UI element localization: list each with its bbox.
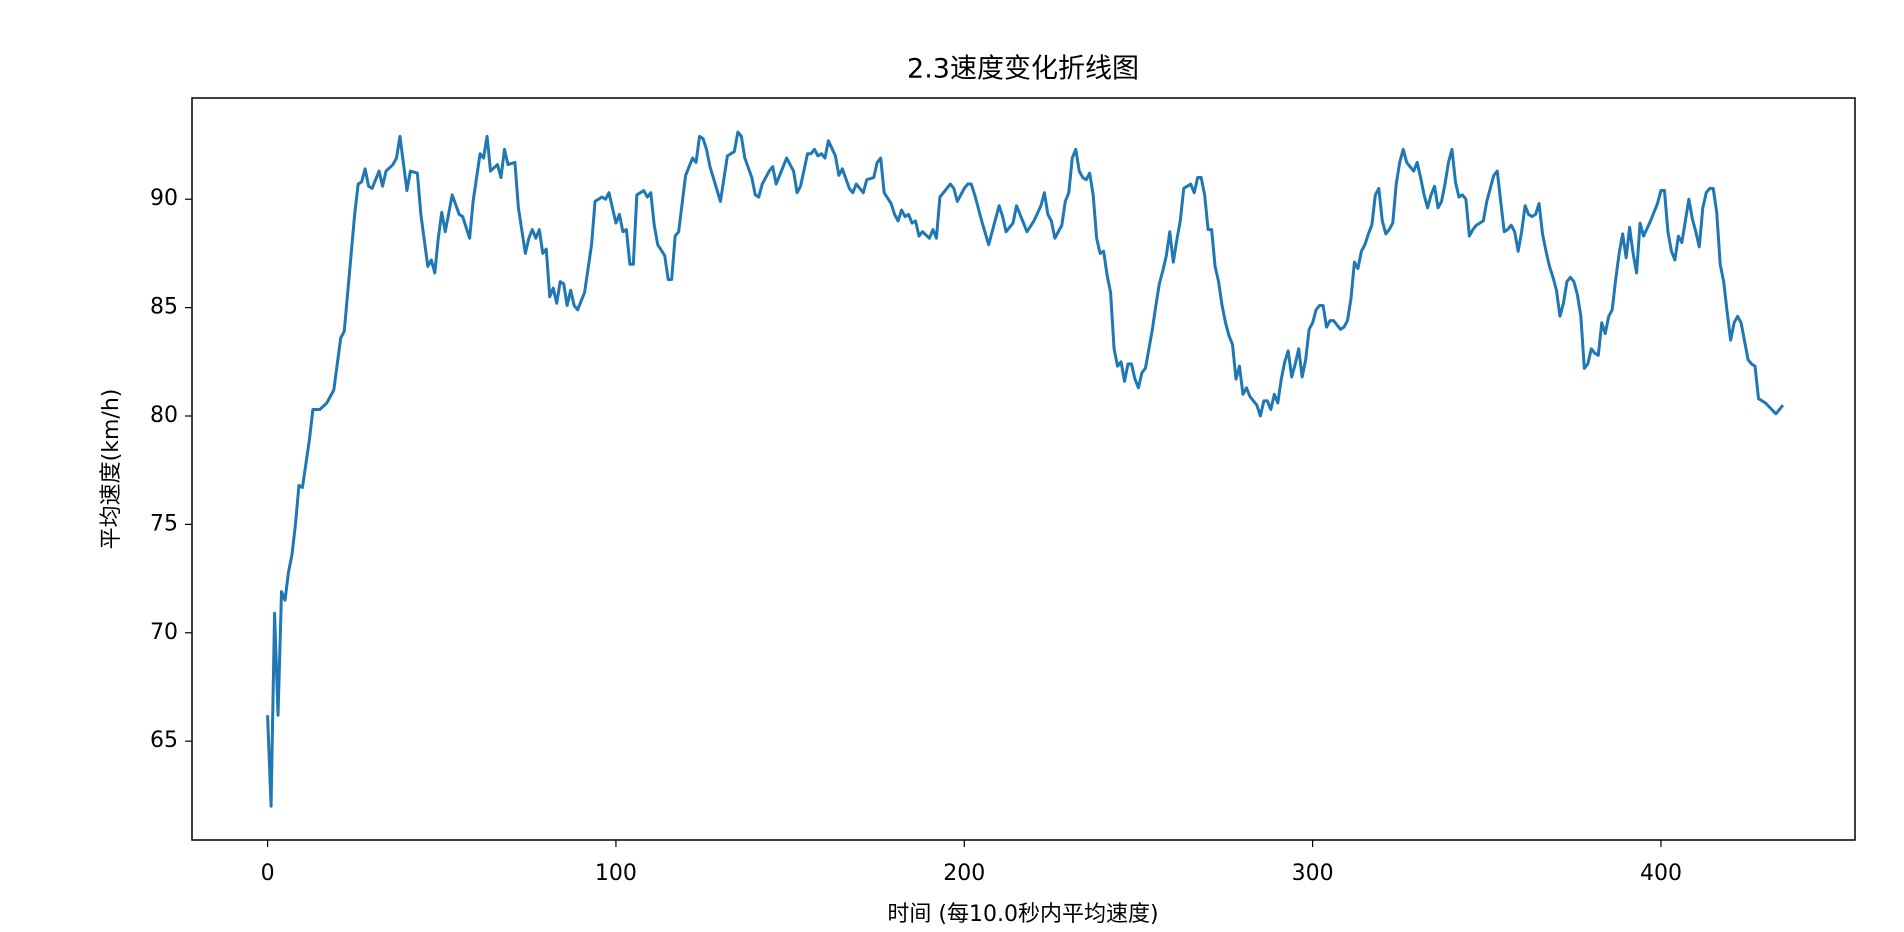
x-tick-label: 300 [1292, 861, 1334, 886]
y-tick-label: 70 [150, 620, 178, 645]
plot-frame [191, 97, 1856, 841]
x-axis-label: 时间 (每10.0秒内平均速度) [887, 902, 1158, 927]
chart-title: 2.3速度变化折线图 [907, 54, 1139, 85]
x-tick-label: 400 [1640, 861, 1682, 886]
y-tick-label: 75 [150, 511, 178, 536]
data-line [266, 130, 1785, 808]
x-tick-label: 200 [943, 861, 985, 886]
y-tick-label: 85 [150, 295, 178, 320]
x-tick-label: 100 [595, 861, 637, 886]
x-tick-label: 0 [261, 861, 275, 886]
y-tick-label: 65 [150, 728, 178, 753]
y-axis-label: 平均速度(km/h) [99, 389, 124, 550]
y-tick-label: 80 [150, 403, 178, 428]
y-tick-label: 90 [150, 186, 178, 211]
